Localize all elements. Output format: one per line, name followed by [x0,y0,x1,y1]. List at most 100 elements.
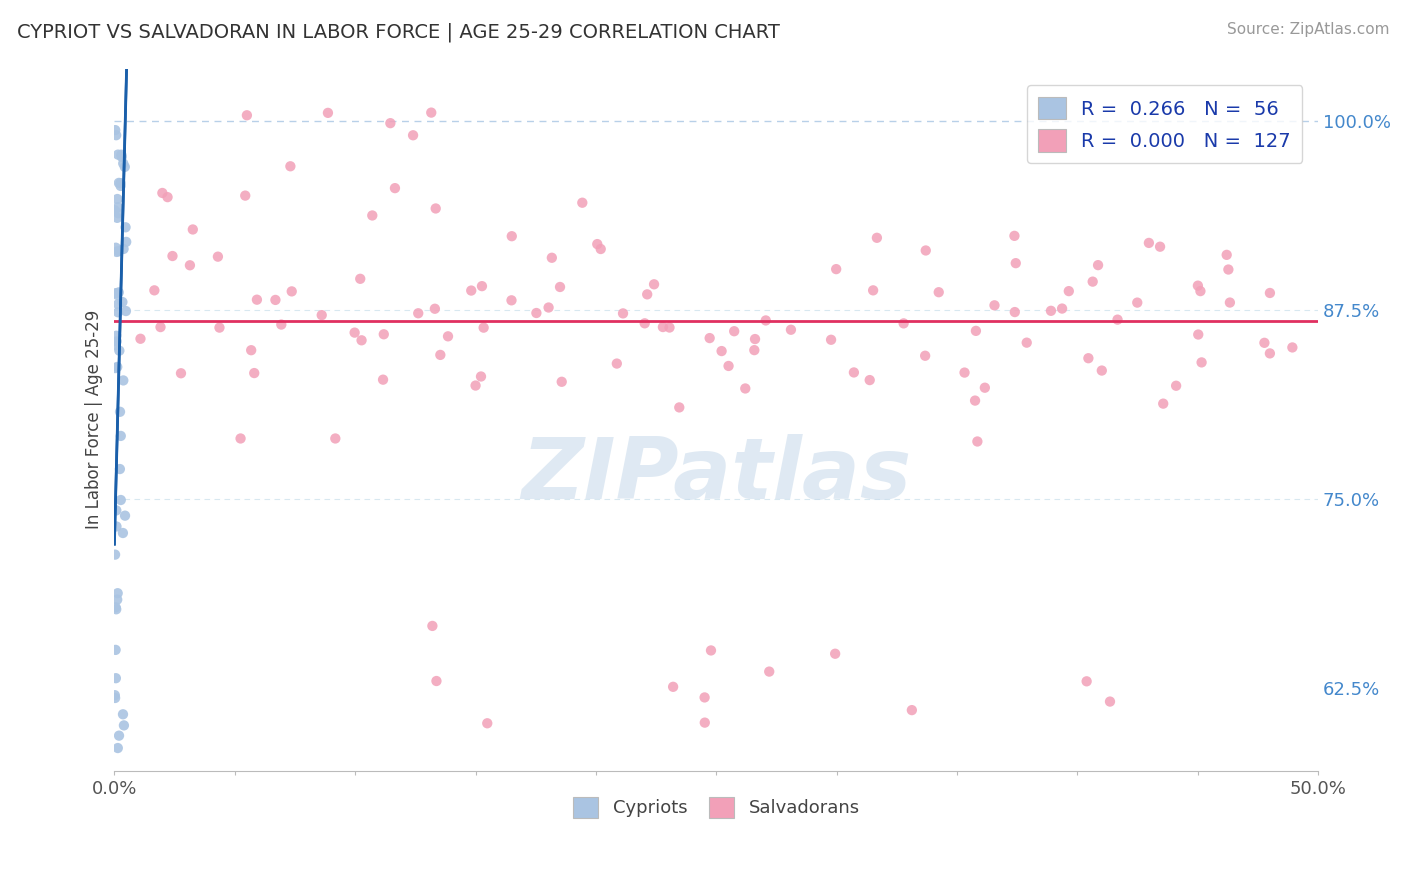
Point [107,147,129,161]
Point [143,283,166,297]
Point [129,332,152,346]
Point [1258,346,1281,360]
Point [1015,335,1038,350]
Point [384,181,406,195]
Point [105,328,128,343]
Point [1149,240,1171,254]
Y-axis label: In Labor Force | Age 25-29: In Labor Force | Age 25-29 [86,310,103,529]
Point [112,242,135,256]
Point [1253,335,1275,350]
Point [973,381,995,395]
Point [114,160,136,174]
Point [1098,695,1121,709]
Point [107,244,129,259]
Point [634,316,657,330]
Point [107,206,129,220]
Point [343,326,366,340]
Point [406,306,429,320]
Point [110,147,132,161]
Point [104,643,127,657]
Point [662,680,685,694]
Point [264,293,287,307]
Point [548,280,571,294]
Point [280,159,302,173]
Point [612,306,634,320]
Point [104,548,127,562]
Point [758,665,780,679]
Point [104,690,127,705]
Point [114,508,136,523]
Point [270,318,292,332]
Point [110,493,132,508]
Point [207,250,229,264]
Point [658,320,681,334]
Point [380,116,402,130]
Point [1004,228,1026,243]
Point [668,401,690,415]
Point [105,288,128,302]
Point [323,432,346,446]
Point [112,156,135,170]
Point [105,244,128,259]
Point [537,301,560,315]
Point [105,503,128,517]
Point [859,373,882,387]
Point [914,244,936,258]
Point [108,729,131,743]
Point [1004,305,1026,319]
Point [1004,256,1026,270]
Point [651,320,673,334]
Point [983,298,1005,312]
Point [1219,295,1241,310]
Point [586,237,609,252]
Point [104,123,127,137]
Point [966,434,988,449]
Point [643,277,665,292]
Point [953,366,976,380]
Point [107,285,129,300]
Point [1191,355,1213,369]
Point [105,592,128,607]
Point [723,324,745,338]
Point [104,361,127,376]
Point [311,308,333,322]
Point [460,284,482,298]
Point [402,128,425,143]
Point [780,323,803,337]
Point [928,285,950,300]
Point [477,716,499,731]
Point [350,334,373,348]
Point [110,176,132,190]
Point [893,317,915,331]
Point [700,643,723,657]
Point [105,128,128,143]
Point [862,284,884,298]
Point [1057,284,1080,298]
Point [437,329,460,343]
Point [246,293,269,307]
Point [693,715,716,730]
Point [373,327,395,342]
Point [1107,312,1129,326]
Point [104,338,127,352]
Point [114,220,136,235]
Point [1189,284,1212,298]
Point [472,320,495,334]
Point [589,242,612,256]
Point [551,375,574,389]
Point [104,671,127,685]
Point [104,600,127,615]
Text: ZIPatlas: ZIPatlas [522,434,911,517]
Point [1152,397,1174,411]
Point [105,359,128,374]
Point [105,192,128,206]
Point [965,393,987,408]
Point [914,349,936,363]
Point [104,286,127,301]
Point [636,287,658,301]
Point [107,200,129,214]
Point [1166,378,1188,392]
Point [1258,285,1281,300]
Point [1126,295,1149,310]
Point [425,673,447,688]
